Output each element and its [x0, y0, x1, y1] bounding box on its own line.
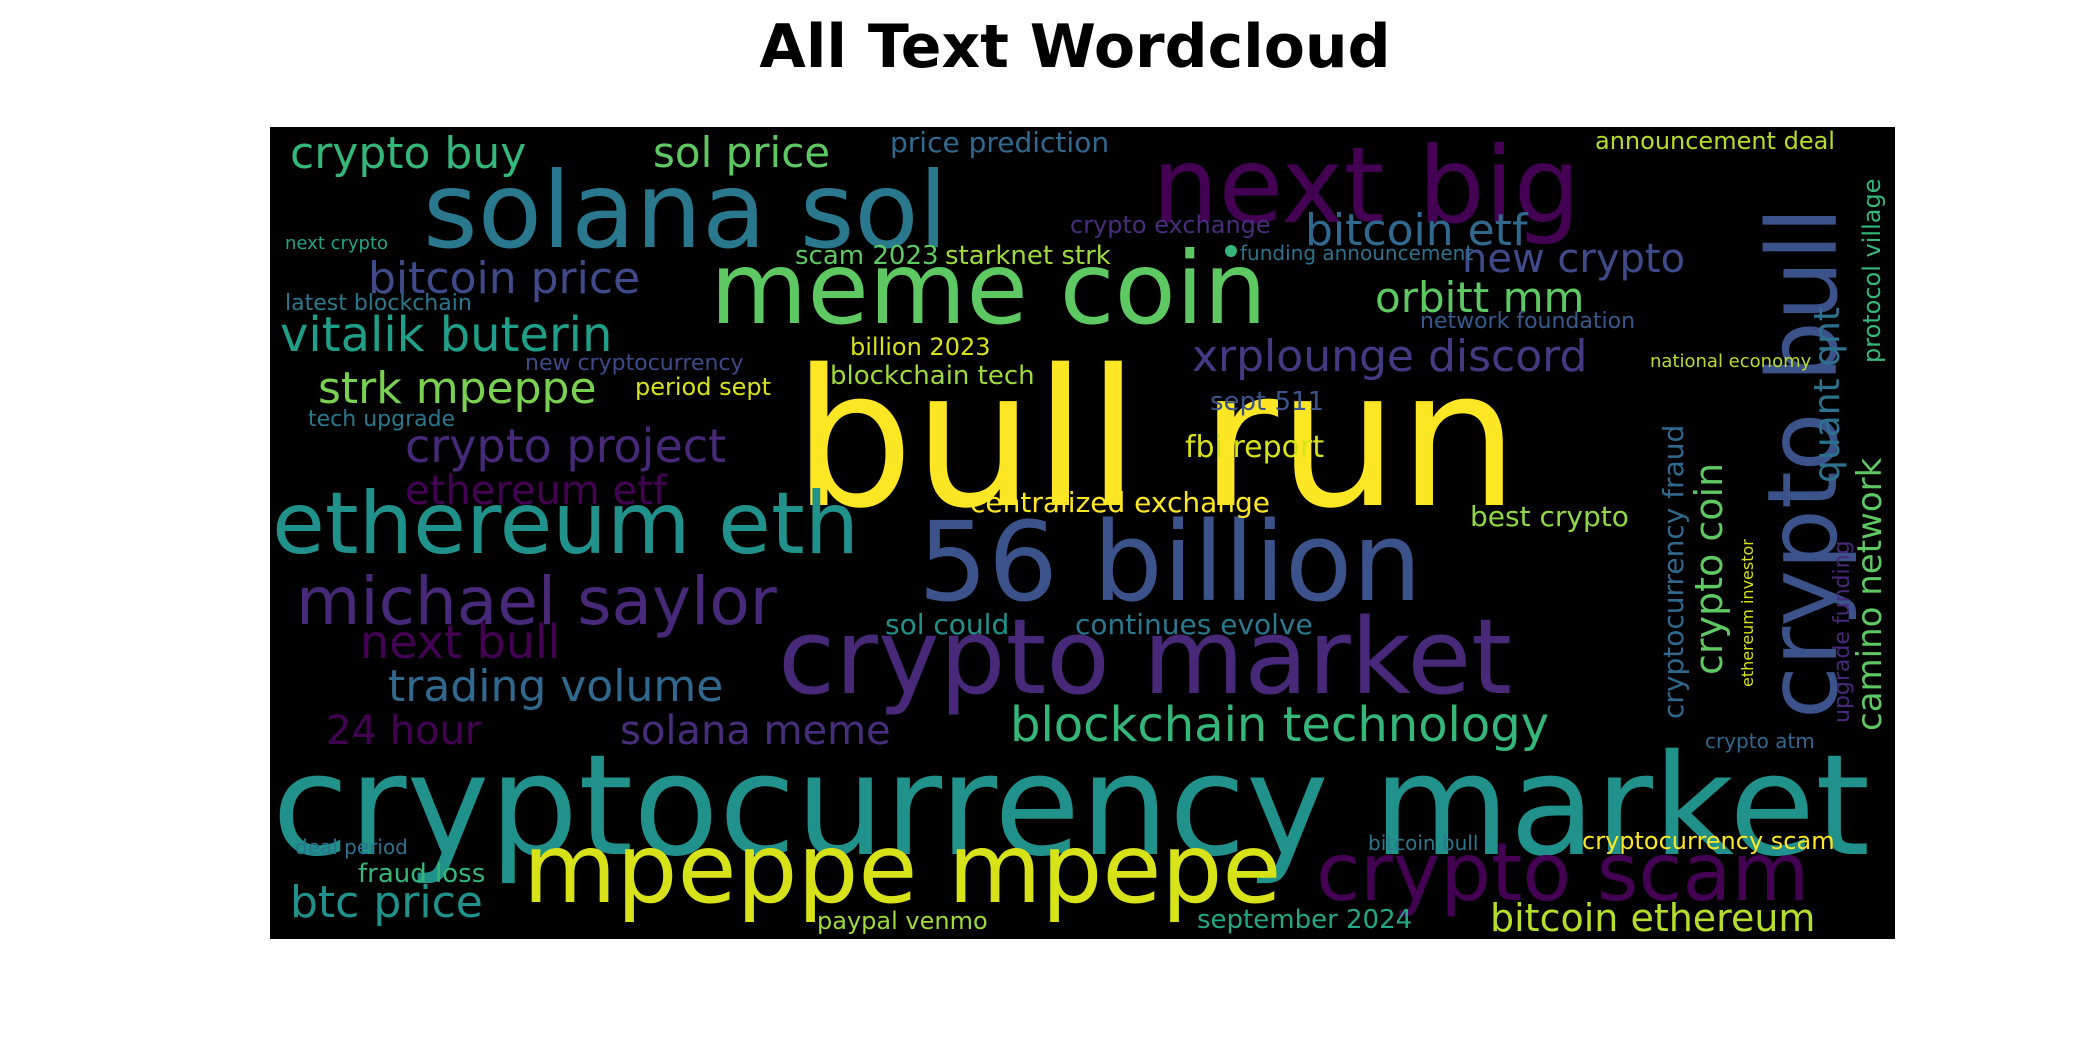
word-continues-evolve: continues evolve: [1075, 608, 1313, 641]
word-new-cryptocurrency: new cryptocurrency: [525, 351, 744, 376]
word-starknet-strk: starknet strk: [945, 241, 1111, 271]
word-funding-announcement: funding announcement: [1240, 241, 1474, 265]
word-vitalik-buterin: vitalik buterin: [280, 307, 613, 363]
chart-title: All Text Wordcloud: [759, 12, 1391, 82]
word-michael-saylor: michael saylor: [296, 563, 777, 640]
word-xrplounge-discord: xrplounge discord: [1192, 331, 1588, 382]
word-bitcoin-price: bitcoin price: [368, 253, 641, 304]
word-camino-network: camino network: [1850, 457, 1890, 731]
word-sol-price: sol price: [653, 128, 831, 177]
word-quant-qnt: quant qnt: [1807, 307, 1848, 483]
word-period-sept: period sept: [635, 373, 771, 401]
word-crypto-exchange: crypto exchange: [1070, 211, 1271, 239]
word-paypal-venmo: paypal venmo: [817, 907, 988, 935]
word-upgrade-funding: upgrade funding: [1830, 540, 1855, 723]
word-cryptocurrency-market: cryptocurrency market: [272, 725, 1871, 888]
word-56-billion: 56 billion: [918, 498, 1423, 626]
word-blockchain-tech: blockchain tech: [830, 361, 1035, 391]
word-national-economy: national economy: [1650, 351, 1812, 372]
word-crypto-coin: crypto coin: [1687, 462, 1731, 675]
word-bitcoin-ethereum: bitcoin ethereum: [1490, 896, 1816, 939]
word-deal-period: deal period: [295, 835, 408, 859]
word-september-2024: september 2024: [1197, 905, 1413, 935]
word-crypto-scam: crypto scam: [1316, 826, 1810, 919]
word-centralized-exchange: centralized exchange: [970, 486, 1271, 519]
word-ethereum-investor: ethereum investor: [1738, 539, 1757, 687]
word-scam-2023: scam 2023: [795, 241, 939, 271]
word-latest-blockchain: latest blockchain: [285, 291, 472, 316]
word-ethereum-etf: ethereum etf: [405, 468, 667, 514]
word-tech-upgrade: tech upgrade: [308, 407, 456, 432]
word-crypto-buy: crypto buy: [290, 128, 527, 179]
word-bull-run: bull run: [793, 329, 1519, 550]
word-crypto-project: crypto project: [405, 419, 727, 473]
bullet-dot: [1225, 245, 1237, 257]
word-crypto-market: crypto market: [778, 596, 1513, 718]
word-blockchain-technology: blockchain technology: [1010, 697, 1550, 753]
word-orbitt-mm: orbitt mm: [1375, 273, 1585, 322]
word-sol-could: sol could: [885, 608, 1010, 641]
word-meme-coin: meme coin: [710, 230, 1267, 347]
word-best-crypto: best crypto: [1470, 500, 1629, 533]
word-solana-meme: solana meme: [620, 708, 891, 754]
word-next-crypto: next crypto: [285, 233, 389, 254]
word-fbi-report: fbi report: [1185, 430, 1325, 465]
word-next-bull: next bull: [360, 615, 561, 669]
word-trading-volume: trading volume: [388, 661, 724, 712]
word-new-crypto: new crypto: [1462, 236, 1686, 282]
wordcloud-canvas: bull run cryptocurrency market solana so…: [270, 127, 1895, 939]
word-ethereum-eth: ethereum eth: [272, 474, 860, 574]
word-fraud-loss: fraud loss: [358, 859, 486, 889]
word-cryptocurrency-fraud: cryptocurrency fraud: [1657, 424, 1690, 719]
word-mpeppe-mpepe: mpeppe mpepe: [523, 813, 1282, 925]
word-solana-sol: solana sol: [423, 150, 948, 272]
word-next-big: next big: [1152, 127, 1581, 247]
word-cryptocurrency-scam: cryptocurrency scam: [1582, 827, 1835, 855]
word-crypto-atm: crypto atm: [1705, 729, 1815, 753]
word-announcement-deal: announcement deal: [1595, 127, 1835, 155]
word-sept-511: sept 511: [1210, 387, 1325, 417]
word-bitcoin-bull: bitcoin bull: [1368, 831, 1479, 855]
word-price-prediction: price prediction: [890, 127, 1110, 159]
word-protocol-village: protocol village: [1858, 178, 1886, 363]
word-24-hour: 24 hour: [326, 708, 482, 754]
word-btc-price: btc price: [290, 877, 483, 928]
word-bitcoin-etf: bitcoin etf: [1305, 205, 1528, 256]
word-strk-mpeppe: strk mpeppe: [318, 363, 597, 414]
word-billion-2023: billion 2023: [850, 333, 991, 361]
word-network-foundation: network foundation: [1420, 309, 1636, 334]
